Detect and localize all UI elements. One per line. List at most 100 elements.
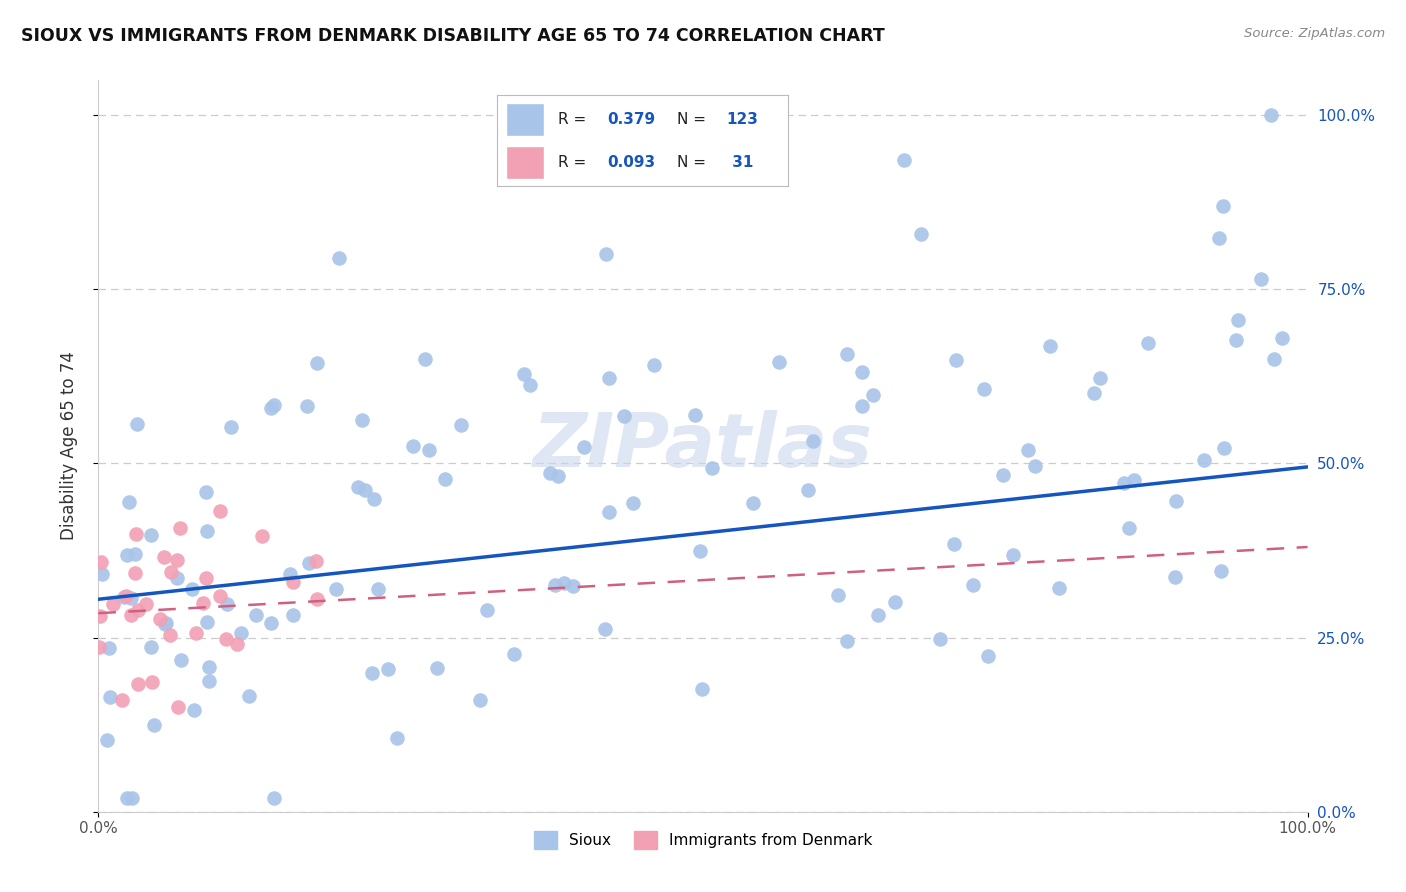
Point	[1039, 339, 1062, 353]
Point	[149, 612, 172, 626]
Point	[305, 356, 328, 370]
Point	[118, 495, 141, 509]
Point	[413, 351, 436, 366]
Point	[167, 700, 190, 714]
Point	[125, 417, 148, 431]
Point	[159, 628, 181, 642]
Point	[166, 571, 188, 585]
Point	[238, 690, 260, 704]
Point	[929, 632, 952, 646]
Point	[1271, 331, 1294, 345]
Point	[1112, 475, 1135, 490]
Point	[166, 553, 188, 567]
Point	[572, 440, 595, 454]
Point	[96, 733, 118, 747]
Point	[215, 597, 238, 611]
Point	[360, 665, 382, 680]
Point	[87, 640, 110, 654]
Point	[835, 633, 858, 648]
Point	[1123, 473, 1146, 487]
Point	[194, 571, 217, 585]
Point	[124, 566, 146, 581]
Point	[387, 731, 409, 745]
Point	[183, 703, 205, 717]
Point	[1137, 336, 1160, 351]
Point	[127, 603, 149, 617]
Point	[884, 595, 907, 609]
Point	[127, 677, 149, 691]
Point	[1088, 371, 1111, 385]
Point	[1083, 385, 1105, 400]
Point	[197, 524, 219, 538]
Y-axis label: Disability Age 65 to 74: Disability Age 65 to 74	[59, 351, 77, 541]
Point	[797, 483, 820, 497]
Point	[219, 420, 242, 434]
Point	[97, 640, 120, 655]
Point	[643, 359, 665, 373]
Point	[307, 592, 329, 607]
Point	[768, 355, 790, 369]
Point	[135, 597, 157, 611]
Point	[973, 382, 995, 396]
Point	[613, 409, 636, 424]
Point	[155, 615, 177, 630]
Point	[91, 566, 114, 581]
Point	[690, 682, 713, 697]
Point	[1017, 443, 1039, 458]
Point	[402, 439, 425, 453]
Point	[434, 472, 457, 486]
Point	[169, 521, 191, 535]
Point	[593, 622, 616, 636]
Point	[283, 607, 305, 622]
Point	[170, 653, 193, 667]
Point	[141, 640, 163, 654]
Point	[1213, 441, 1236, 455]
Point	[519, 377, 541, 392]
Point	[595, 247, 617, 261]
Point	[450, 418, 472, 433]
Text: Source: ZipAtlas.com: Source: ZipAtlas.com	[1244, 27, 1385, 40]
Point	[503, 648, 526, 662]
Point	[250, 529, 273, 543]
Point	[1208, 230, 1230, 244]
Point	[115, 548, 138, 562]
Point	[827, 588, 849, 602]
Point	[1250, 271, 1272, 285]
Point	[475, 603, 498, 617]
Point	[742, 496, 765, 510]
Point	[325, 582, 347, 596]
Point	[547, 468, 569, 483]
Point	[851, 399, 873, 413]
Point	[1001, 548, 1024, 562]
Point	[191, 596, 214, 610]
Point	[862, 388, 884, 402]
Point	[363, 491, 385, 506]
Point	[893, 153, 915, 167]
Point	[350, 413, 373, 427]
Point	[544, 578, 567, 592]
Point	[835, 347, 858, 361]
Point	[184, 625, 207, 640]
Point	[1192, 452, 1215, 467]
Point	[851, 365, 873, 379]
Point	[209, 504, 232, 518]
Point	[194, 485, 217, 500]
Point	[801, 434, 824, 448]
Point	[945, 352, 967, 367]
Point	[142, 717, 165, 731]
Point	[426, 661, 449, 675]
Point	[977, 648, 1000, 663]
Point	[538, 466, 561, 480]
Point	[377, 662, 399, 676]
Point	[866, 608, 889, 623]
Point	[561, 579, 583, 593]
Point	[305, 553, 328, 567]
Point	[1047, 581, 1070, 595]
Point	[153, 616, 176, 631]
Point	[141, 675, 163, 690]
Point	[1212, 199, 1234, 213]
Point	[700, 461, 723, 475]
Text: SIOUX VS IMMIGRANTS FROM DENMARK DISABILITY AGE 65 TO 74 CORRELATION CHART: SIOUX VS IMMIGRANTS FROM DENMARK DISABIL…	[21, 27, 884, 45]
Point	[111, 693, 134, 707]
Point	[229, 626, 252, 640]
